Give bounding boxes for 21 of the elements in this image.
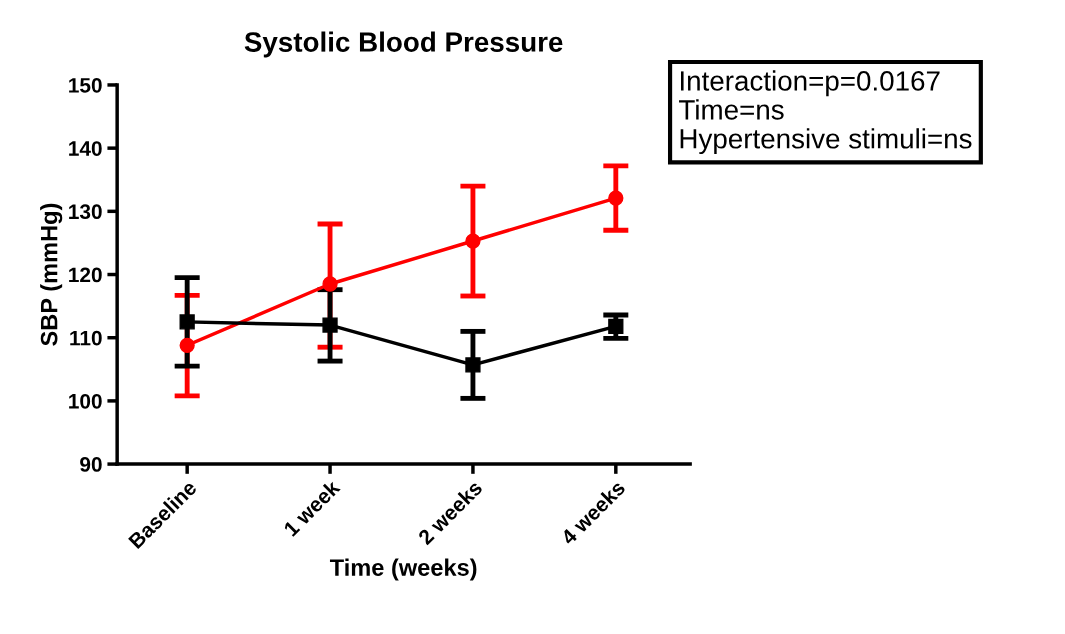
y-tick-label: 90 [80, 457, 102, 472]
chart-title: Systolic Blood Pressure [244, 31, 563, 58]
point [322, 317, 338, 333]
y-tick-label: 110 [70, 330, 102, 346]
annotation: Hypertensive stimuli=ns [680, 128, 972, 155]
point [465, 233, 481, 249]
y-tick-label: 100 [69, 393, 102, 409]
y-tick-label: 140 [69, 141, 102, 156]
point [608, 318, 624, 334]
annotation: Time=ns [679, 99, 784, 120]
point [465, 357, 481, 373]
point [322, 276, 338, 292]
y-tick-label: 120 [69, 267, 102, 283]
point [179, 337, 195, 353]
point [608, 190, 624, 206]
x-axis-title: Time (weeks) [329, 558, 477, 581]
y-axis-title: SBP (mmHg) [40, 203, 63, 346]
point [179, 314, 195, 330]
y-tick-label: 130 [69, 204, 102, 220]
y-tick-label: 150 [69, 77, 102, 93]
annotation: Interaction=p=0.0167 [680, 70, 940, 97]
